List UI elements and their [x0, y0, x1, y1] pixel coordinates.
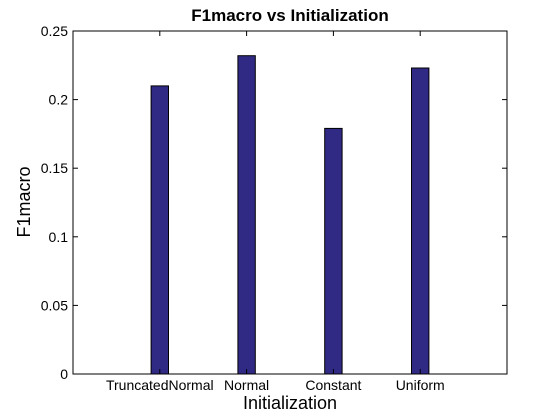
axes-group	[72, 30, 508, 375]
bar-truncatednormal	[150, 85, 170, 375]
y-tick-label: 0	[60, 366, 68, 382]
plot-frame	[72, 30, 508, 375]
y-tick-label: 0.15	[41, 160, 68, 176]
chart-title: F1macro vs Initialization	[191, 6, 388, 25]
y-ticks-group: 0 0.05 0.1 0.15 0.2 0.25	[41, 23, 507, 382]
bars-group	[150, 55, 430, 375]
bar-constant	[324, 127, 343, 375]
bar-normal	[237, 55, 256, 375]
x-ticks-group: TruncatedNormal Normal Constant Uniform	[106, 31, 445, 393]
bar-uniform	[411, 67, 430, 375]
x-tick-label-normal: Normal	[224, 377, 269, 393]
y-tick-label: 0.05	[41, 297, 68, 313]
y-tick-label: 0.1	[49, 229, 69, 245]
y-tick-label: 0.25	[41, 23, 68, 39]
x-tick-label-constant: Constant	[305, 377, 361, 393]
y-axis-title: F1macro	[14, 166, 34, 237]
y-tick-label: 0.2	[49, 92, 69, 108]
x-tick-label-uniform: Uniform	[396, 377, 445, 393]
x-axis-title: Initialization	[243, 393, 337, 413]
x-tick-label-truncatednormal: TruncatedNormal	[106, 377, 214, 393]
